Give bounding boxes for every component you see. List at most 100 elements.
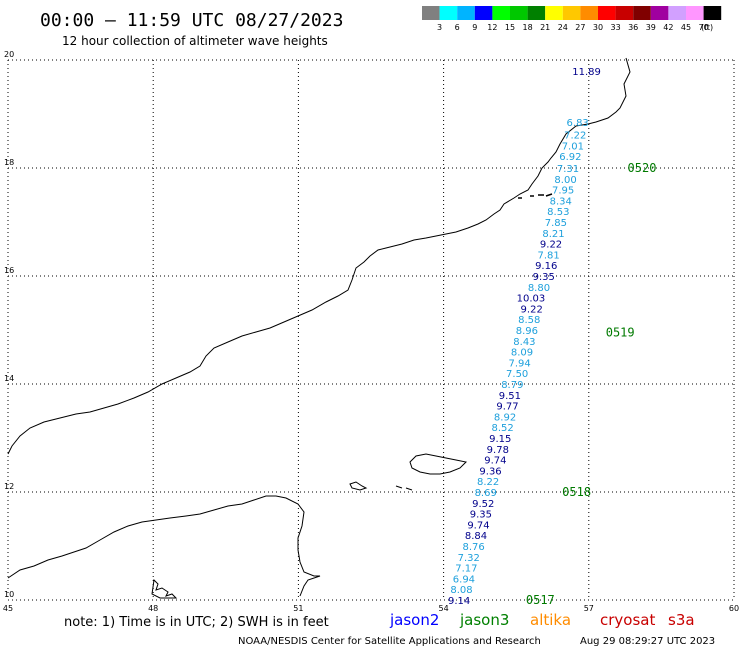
wave-height-label: 8.79 [501, 380, 523, 391]
pass-time-label: 0518 [562, 485, 591, 499]
wave-height-label: 9.35 [470, 510, 492, 521]
legend-tick-label: 9 [472, 23, 477, 32]
credit-text: NOAA/NESDIS Center for Satellite Applica… [238, 636, 541, 647]
coast-fragment [151, 578, 178, 599]
grid-lines [7, 59, 735, 601]
x-tick-label: 54 [439, 604, 449, 613]
legend-swatch [510, 6, 528, 20]
kuria-muria-islands [518, 193, 553, 199]
legend-tick-label: 70 [699, 23, 709, 32]
legend-swatch [686, 6, 704, 20]
arabian-coastline [7, 57, 631, 455]
legend-tick-label: 39 [646, 23, 656, 32]
wave-height-label: 6.92 [559, 152, 581, 163]
wave-height-label: 7.17 [455, 564, 477, 575]
wave-height-label: 9.52 [472, 499, 494, 510]
y-tick-label: 12 [4, 482, 14, 491]
wave-height-label: 9.16 [535, 261, 557, 272]
legend-tick-label: 42 [663, 23, 673, 32]
axis-tick-labels: 45 48 51 54 57 60 10 12 14 16 18 20 [3, 50, 739, 613]
wave-height-label: 7.50 [506, 369, 528, 380]
somalia-coastline [7, 495, 321, 597]
wave-height-label: 9.77 [496, 402, 518, 413]
pass-time-label: 0519 [606, 326, 635, 340]
legend-tick-label: 3 [437, 23, 442, 32]
wave-height-label: 8.22 [477, 477, 499, 488]
wave-height-label: 9.15 [489, 434, 511, 445]
legend-tick-label: 36 [628, 23, 638, 32]
legend-swatch [703, 6, 722, 20]
wave-height-label: 7.22 [564, 131, 586, 142]
x-tick-label: 51 [293, 604, 303, 613]
wave-height-label: 8.00 [554, 175, 576, 186]
legend-swatch [457, 6, 475, 20]
pass-time-label: 0520 [628, 161, 657, 175]
map-subtitle: 12 hour collection of altimeter wave hei… [62, 34, 328, 48]
y-tick-label: 20 [4, 50, 14, 59]
satellite-legend: jason2 jason3 altika cryosat s3a [389, 611, 695, 629]
legend-swatch [474, 6, 493, 20]
timestamp-text: Aug 29 08:29:27 UTC 2023 [580, 636, 715, 647]
wave-height-label: 9.74 [467, 520, 489, 531]
x-tick-label: 60 [729, 604, 739, 613]
satellite-name: altika [530, 611, 571, 629]
legend-tick-label: 6 [455, 23, 460, 32]
legend-tick-label: (ft) [701, 23, 713, 32]
map-title: 00:00 – 11:59 UTC 08/27/2023 [40, 10, 343, 31]
y-tick-label: 10 [4, 590, 14, 599]
wave-height-label: 8.09 [511, 348, 533, 359]
legend-swatch [562, 6, 581, 20]
satellite-name: jason2 [389, 611, 439, 629]
legend-tick-label: 12 [487, 23, 497, 32]
wave-height-label: 7.95 [552, 186, 574, 197]
wave-height-label: 10.03 [517, 294, 546, 305]
wave-height-label: 8.80 [528, 283, 550, 294]
wave-height-values: 11.896.837.227.016.927.318.007.958.348.5… [448, 67, 601, 607]
wave-height-label: 8.34 [550, 196, 572, 207]
small-island-a [349, 481, 368, 491]
wave-height-label: 8.92 [494, 412, 516, 423]
wave-height-label: 8.08 [450, 585, 472, 596]
legend-tick-label: 45 [681, 23, 691, 32]
legend-swatch [545, 6, 563, 20]
legend-swatch [492, 6, 510, 20]
wave-height-label: 9.22 [521, 304, 543, 315]
wave-height-label: 8.76 [462, 542, 484, 553]
y-tick-label: 18 [4, 158, 14, 167]
legend-tick-label: 33 [611, 23, 621, 32]
legend-swatch [527, 6, 546, 20]
legend-swatch [598, 6, 616, 20]
small-island-b [395, 485, 413, 491]
wave-height-label: 7.85 [545, 218, 567, 229]
wave-height-label: 6.94 [453, 574, 475, 585]
wave-height-label: 9.78 [487, 445, 509, 456]
legend-swatch [439, 6, 458, 20]
y-tick-label: 16 [4, 266, 14, 275]
wave-height-label: 7.81 [537, 250, 559, 261]
x-tick-label: 57 [584, 604, 594, 613]
wave-height-label: 11.89 [572, 67, 601, 78]
x-tick-label: 48 [148, 604, 158, 613]
legend-swatch [422, 6, 440, 20]
y-tick-label: 14 [4, 374, 14, 383]
pass-time-label: 0517 [526, 593, 555, 607]
pass-time-labels: 0520 0519 0518 0517 [526, 161, 657, 607]
legend-swatch [633, 6, 651, 20]
legend-swatch [615, 6, 634, 20]
wave-height-label: 9.36 [479, 466, 501, 477]
footer-note: note: 1) Time is in UTC; 2) SWH is in fe… [64, 615, 329, 630]
wave-height-label: 9.74 [484, 456, 506, 467]
wave-height-label: 8.69 [475, 488, 497, 499]
wave-height-label: 8.58 [518, 315, 540, 326]
satellite-name: cryosat [600, 611, 655, 629]
coastline [7, 57, 631, 599]
legend-swatch [650, 6, 669, 20]
legend-tick-label: 18 [523, 23, 533, 32]
satellite-name: jason3 [459, 611, 509, 629]
legend-tick-label: 27 [575, 23, 585, 32]
wave-height-label: 9.22 [540, 240, 562, 251]
wave-height-label: 8.21 [542, 229, 564, 240]
legend-tick-label: 15 [505, 23, 515, 32]
